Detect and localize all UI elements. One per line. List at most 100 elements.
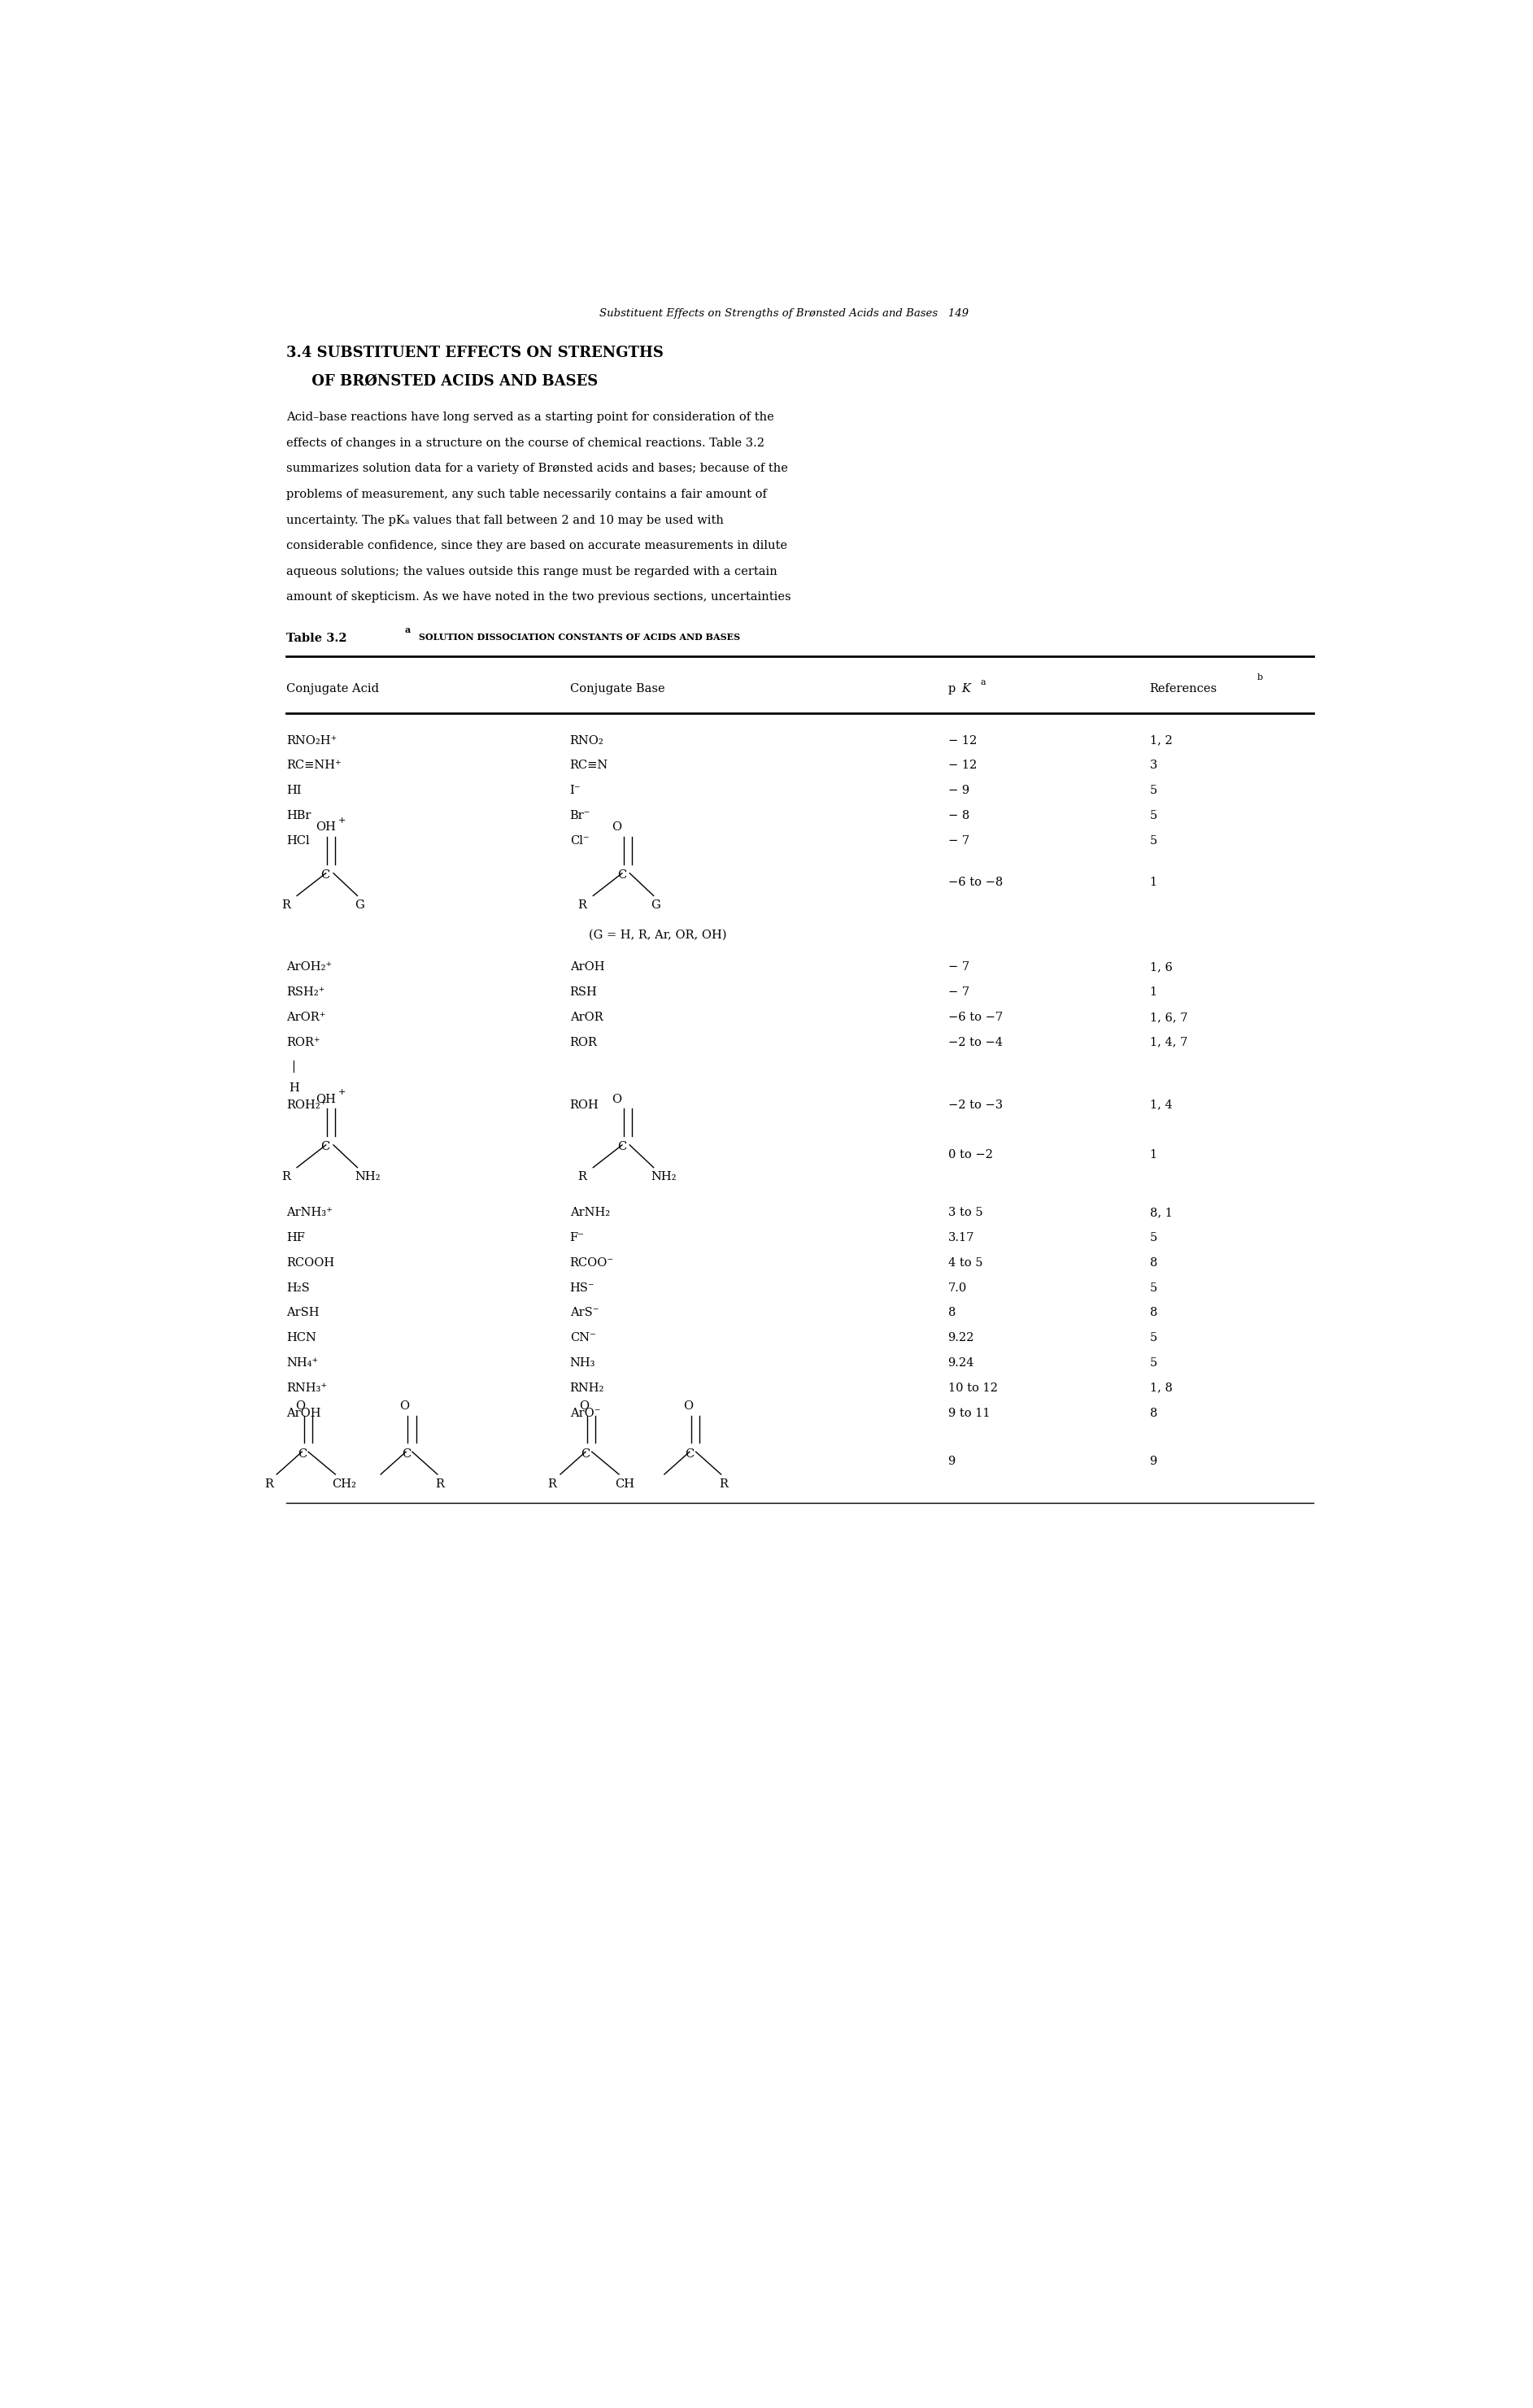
Text: HS⁻: HS⁻ — [570, 1281, 595, 1293]
Text: C: C — [618, 1141, 625, 1153]
Text: NH₃: NH₃ — [570, 1358, 595, 1368]
Text: Acid–base reactions have long served as a starting point for consideration of th: Acid–base reactions have long served as … — [287, 412, 774, 424]
Text: SOLUTION DISSOCIATION CONSTANTS OF ACIDS AND BASES: SOLUTION DISSOCIATION CONSTANTS OF ACIDS… — [415, 633, 740, 641]
Text: RNO₂: RNO₂ — [570, 734, 604, 746]
Text: −2 to −3: −2 to −3 — [947, 1100, 1003, 1110]
Text: NH₄⁺: NH₄⁺ — [287, 1358, 317, 1368]
Text: HCl: HCl — [287, 836, 310, 845]
Text: ArOH: ArOH — [570, 961, 604, 973]
Text: summarizes solution data for a variety of Brønsted acids and bases; because of t: summarizes solution data for a variety o… — [287, 462, 788, 474]
Text: − 12: − 12 — [947, 734, 977, 746]
Text: RNH₂: RNH₂ — [570, 1382, 604, 1394]
Text: HF: HF — [287, 1233, 305, 1243]
Text: −6 to −7: −6 to −7 — [947, 1011, 1003, 1023]
Text: R: R — [264, 1479, 273, 1491]
Text: 5: 5 — [1150, 809, 1157, 821]
Text: O: O — [296, 1401, 305, 1411]
Text: ArSH: ArSH — [287, 1308, 319, 1320]
Text: O: O — [579, 1401, 589, 1411]
Text: ArO⁻: ArO⁻ — [570, 1406, 601, 1418]
Text: R: R — [547, 1479, 556, 1491]
Text: 10 to 12: 10 to 12 — [947, 1382, 998, 1394]
Text: 0 to −2: 0 to −2 — [947, 1149, 992, 1161]
Text: ROH₂⁺: ROH₂⁺ — [287, 1100, 327, 1110]
Text: RSH: RSH — [570, 987, 598, 997]
Text: 3: 3 — [1150, 761, 1157, 771]
Text: CN⁻: CN⁻ — [570, 1332, 596, 1344]
Text: b: b — [1257, 674, 1263, 681]
Text: ArOR⁺: ArOR⁺ — [287, 1011, 325, 1023]
Text: K: K — [961, 684, 970, 694]
Text: 3 to 5: 3 to 5 — [947, 1206, 983, 1218]
Text: uncertainty. The pKₐ values that fall between 2 and 10 may be used with: uncertainty. The pKₐ values that fall be… — [287, 515, 724, 525]
Text: R: R — [282, 1170, 291, 1182]
Text: RC≡N: RC≡N — [570, 761, 609, 771]
Text: considerable confidence, since they are based on accurate measurements in dilute: considerable confidence, since they are … — [287, 539, 786, 551]
Text: 9.22: 9.22 — [947, 1332, 975, 1344]
Text: 5: 5 — [1150, 1332, 1157, 1344]
Text: R: R — [435, 1479, 445, 1491]
Text: − 9: − 9 — [947, 785, 969, 797]
Text: ArOR: ArOR — [570, 1011, 602, 1023]
Text: C: C — [618, 869, 625, 881]
Text: 8, 1: 8, 1 — [1150, 1206, 1173, 1218]
Text: HCN: HCN — [287, 1332, 316, 1344]
Text: − 7: − 7 — [947, 987, 969, 997]
Text: RCOOH: RCOOH — [287, 1257, 334, 1269]
Text: C: C — [581, 1447, 590, 1459]
Text: − 12: − 12 — [947, 761, 977, 771]
Text: 9.24: 9.24 — [947, 1358, 975, 1368]
Text: C: C — [320, 1141, 330, 1153]
Text: CH: CH — [615, 1479, 635, 1491]
Text: G: G — [354, 901, 365, 910]
Text: +: + — [339, 1088, 346, 1096]
Text: −6 to −8: −6 to −8 — [947, 877, 1003, 889]
Text: ArOH₂⁺: ArOH₂⁺ — [287, 961, 331, 973]
Text: C: C — [402, 1447, 411, 1459]
Text: Br⁻: Br⁻ — [570, 809, 590, 821]
Text: 1, 4: 1, 4 — [1150, 1100, 1173, 1110]
Text: R: R — [578, 1170, 587, 1182]
Text: 1, 6: 1, 6 — [1150, 961, 1173, 973]
Text: 5: 5 — [1150, 1358, 1157, 1368]
Text: RCOO⁻: RCOO⁻ — [570, 1257, 613, 1269]
Text: 8: 8 — [947, 1308, 955, 1320]
Text: 3.17: 3.17 — [947, 1233, 975, 1243]
Text: p: p — [947, 684, 955, 694]
Text: ROR⁺: ROR⁺ — [287, 1035, 320, 1047]
Text: effects of changes in a structure on the course of chemical reactions. Table 3.2: effects of changes in a structure on the… — [287, 438, 765, 448]
Text: Substituent Effects on Strengths of Brønsted Acids and Bases   149: Substituent Effects on Strengths of Brøn… — [599, 308, 969, 318]
Text: C: C — [297, 1447, 307, 1459]
Text: HI: HI — [287, 785, 300, 797]
Text: ROH: ROH — [570, 1100, 599, 1110]
Text: NH₂: NH₂ — [354, 1170, 380, 1182]
Text: aqueous solutions; the values outside this range must be regarded with a certain: aqueous solutions; the values outside th… — [287, 566, 777, 578]
Text: Cl⁻: Cl⁻ — [570, 836, 589, 845]
Text: References: References — [1150, 684, 1217, 694]
Text: CH₂: CH₂ — [331, 1479, 356, 1491]
Text: RSH₂⁺: RSH₂⁺ — [287, 987, 325, 997]
Text: 1, 4, 7: 1, 4, 7 — [1150, 1035, 1188, 1047]
Text: − 7: − 7 — [947, 961, 969, 973]
Text: 4 to 5: 4 to 5 — [947, 1257, 983, 1269]
Text: ROR: ROR — [570, 1035, 598, 1047]
Text: 1: 1 — [1150, 987, 1157, 997]
Text: Conjugate Base: Conjugate Base — [570, 684, 665, 694]
Text: ArNH₃⁺: ArNH₃⁺ — [287, 1206, 333, 1218]
Text: HBr: HBr — [287, 809, 311, 821]
Text: problems of measurement, any such table necessarily contains a fair amount of: problems of measurement, any such table … — [287, 489, 766, 501]
Text: − 8: − 8 — [947, 809, 969, 821]
Text: 5: 5 — [1150, 836, 1157, 845]
Text: RNH₃⁺: RNH₃⁺ — [287, 1382, 327, 1394]
Text: 5: 5 — [1150, 785, 1157, 797]
Text: 8: 8 — [1150, 1406, 1157, 1418]
Text: R: R — [578, 901, 587, 910]
Text: 1, 6, 7: 1, 6, 7 — [1150, 1011, 1188, 1023]
Text: RC≡NH⁺: RC≡NH⁺ — [287, 761, 342, 771]
Text: R: R — [282, 901, 291, 910]
Text: 9: 9 — [947, 1454, 955, 1466]
Text: −2 to −4: −2 to −4 — [947, 1035, 1003, 1047]
Text: 3.4 SUBSTITUENT EFFECTS ON STRENGTHS: 3.4 SUBSTITUENT EFFECTS ON STRENGTHS — [287, 347, 664, 361]
Text: 8: 8 — [1150, 1257, 1157, 1269]
Text: F⁻: F⁻ — [570, 1233, 584, 1243]
